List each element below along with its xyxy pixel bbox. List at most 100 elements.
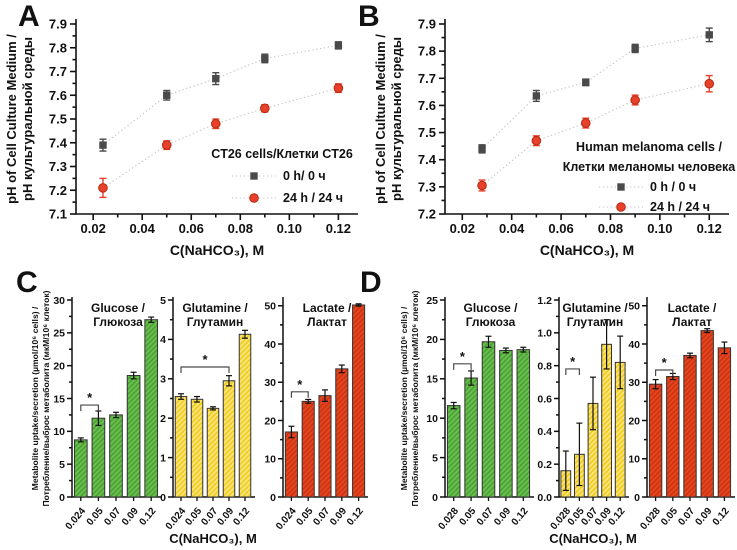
x-axis-label: C(NaHCO₃), M bbox=[169, 531, 257, 546]
bar bbox=[318, 395, 332, 498]
y-tick-label: 25 bbox=[426, 295, 438, 307]
error-bar bbox=[194, 395, 200, 403]
x-tick-label: 0.05 bbox=[457, 506, 478, 528]
error-bar bbox=[450, 401, 457, 410]
data-point-square bbox=[478, 145, 486, 153]
subplot-title-line2: Лактат bbox=[672, 315, 712, 329]
y-axis-label-line2: Потребление/выброс метаболита (мкМ/10⁶ к… bbox=[410, 290, 420, 506]
significance-bracket bbox=[565, 368, 580, 375]
y-tick-label: 15 bbox=[53, 393, 65, 405]
y-tick-label: 0.4 bbox=[537, 426, 552, 438]
x-tick-label: 0.12 bbox=[326, 221, 351, 236]
y-tick-label: 30 bbox=[264, 377, 276, 389]
data-point-square bbox=[334, 41, 343, 50]
panel-a-label: A bbox=[18, 0, 40, 33]
y-axis-label-line1: Metabolite uptake/secretion (µmol/10⁶ ce… bbox=[30, 306, 40, 490]
error-bar bbox=[226, 375, 232, 387]
bar bbox=[91, 417, 106, 498]
y-tick-label: 0 bbox=[270, 492, 276, 504]
significance-bracket bbox=[453, 363, 472, 370]
y-tick-label: 7.3 bbox=[49, 159, 67, 174]
data-point-square bbox=[99, 141, 107, 149]
y-tick-label: 0.2 bbox=[537, 459, 552, 471]
bar bbox=[144, 319, 159, 498]
error-bar bbox=[704, 328, 711, 334]
y-tick-label: 20 bbox=[426, 334, 438, 346]
y-tick-label: 0.8 bbox=[537, 360, 552, 372]
error-bar bbox=[210, 406, 216, 411]
bar bbox=[683, 354, 697, 498]
subplot-title-line1: Lactate / bbox=[668, 301, 717, 315]
data-point-circle bbox=[98, 183, 108, 193]
x-tick-label: 0.04 bbox=[130, 221, 156, 236]
x-tick-label: 0.09 bbox=[492, 506, 513, 528]
y-tick-label: 25 bbox=[53, 328, 65, 340]
bar bbox=[335, 368, 349, 498]
y-tick-label: 7.9 bbox=[49, 17, 67, 32]
y-axis-label-line2: pH культуральной среды bbox=[389, 37, 404, 201]
legend: CT26 cells/Клетки CT26 0 h/ 0 ч 24 h / 24 … bbox=[211, 147, 353, 205]
significance-star: * bbox=[460, 349, 466, 364]
error-bar bbox=[652, 378, 659, 390]
x-tick-label: 0.10 bbox=[277, 221, 302, 236]
subplot-title-line2: Глюкоза bbox=[466, 315, 516, 329]
significance-bracket bbox=[290, 391, 309, 398]
subplot-title-line2: Глутамин bbox=[567, 315, 624, 329]
y-axis-label-line1: Metabolite uptake/secretion (µmol/10⁶ ce… bbox=[399, 306, 409, 490]
x-tick-label: 0.12 bbox=[697, 221, 722, 236]
bar bbox=[73, 439, 88, 498]
legend-entry: 0 h / 0 ч bbox=[650, 180, 696, 194]
y-axis-label-line1: pH of Cell Culture Medium / bbox=[4, 34, 19, 204]
bar bbox=[648, 383, 663, 498]
significance-bracket bbox=[80, 404, 99, 412]
error-bar bbox=[721, 341, 728, 355]
error-bar bbox=[130, 371, 137, 380]
y-tick-label: 10 bbox=[53, 426, 65, 438]
y-tick-label: 7.3 bbox=[418, 179, 436, 194]
error-bar bbox=[178, 393, 184, 400]
y-tick-label: 7.8 bbox=[418, 44, 436, 59]
y-tick-label: 3 bbox=[160, 374, 166, 386]
x-tick-label: 0.02 bbox=[450, 221, 475, 236]
data-point-square bbox=[631, 44, 639, 53]
bar-subplot-1: 0.00.20.40.60.81.01.20.0280.050.070.090.… bbox=[537, 295, 629, 532]
y-tick-label: 7.4 bbox=[49, 135, 68, 150]
y-tick-label: 0 bbox=[160, 492, 166, 504]
y-tick-label: 20 bbox=[264, 415, 276, 427]
y-tick-label: 4 bbox=[160, 334, 166, 346]
significance-bracket bbox=[180, 366, 230, 373]
error-bar bbox=[520, 346, 527, 353]
x-tick-label: 0.12 bbox=[711, 506, 732, 528]
legend-title: Клетки меланомы человека bbox=[563, 160, 737, 174]
error-bar bbox=[113, 411, 119, 419]
y-tick-label: 7.8 bbox=[49, 40, 67, 55]
legend-entry: 24 h / 24 ч bbox=[650, 200, 710, 214]
x-tick-label: 0.07 bbox=[676, 506, 697, 528]
axes bbox=[439, 19, 729, 220]
y-tick-label: 1.2 bbox=[537, 295, 552, 307]
bar bbox=[174, 396, 188, 498]
subplot-title-line2: Лактат bbox=[307, 315, 347, 329]
y-tick-label: 10 bbox=[426, 413, 438, 425]
y-tick-label: 15 bbox=[426, 374, 438, 386]
significance-star: * bbox=[297, 377, 303, 392]
x-tick-label: 0.09 bbox=[694, 506, 715, 528]
y-tick-label: 20 bbox=[628, 415, 640, 427]
data-point-square bbox=[163, 91, 171, 99]
x-tick-label: 0.12 bbox=[345, 506, 366, 528]
series-1 bbox=[98, 83, 344, 199]
y-tick-label: 50 bbox=[264, 301, 276, 313]
significance-star: * bbox=[662, 355, 668, 370]
y-tick-label: 7.1 bbox=[49, 207, 67, 222]
y-tick-label: 7.9 bbox=[418, 17, 436, 32]
error-bar bbox=[687, 352, 693, 359]
y-tick-label: 7.4 bbox=[418, 152, 437, 167]
data-point-circle bbox=[260, 103, 270, 114]
y-tick-label: 7.6 bbox=[49, 88, 67, 103]
legend: Human melanoma cells / Клетки меланомы че… bbox=[563, 140, 737, 214]
error-bar bbox=[355, 303, 362, 307]
